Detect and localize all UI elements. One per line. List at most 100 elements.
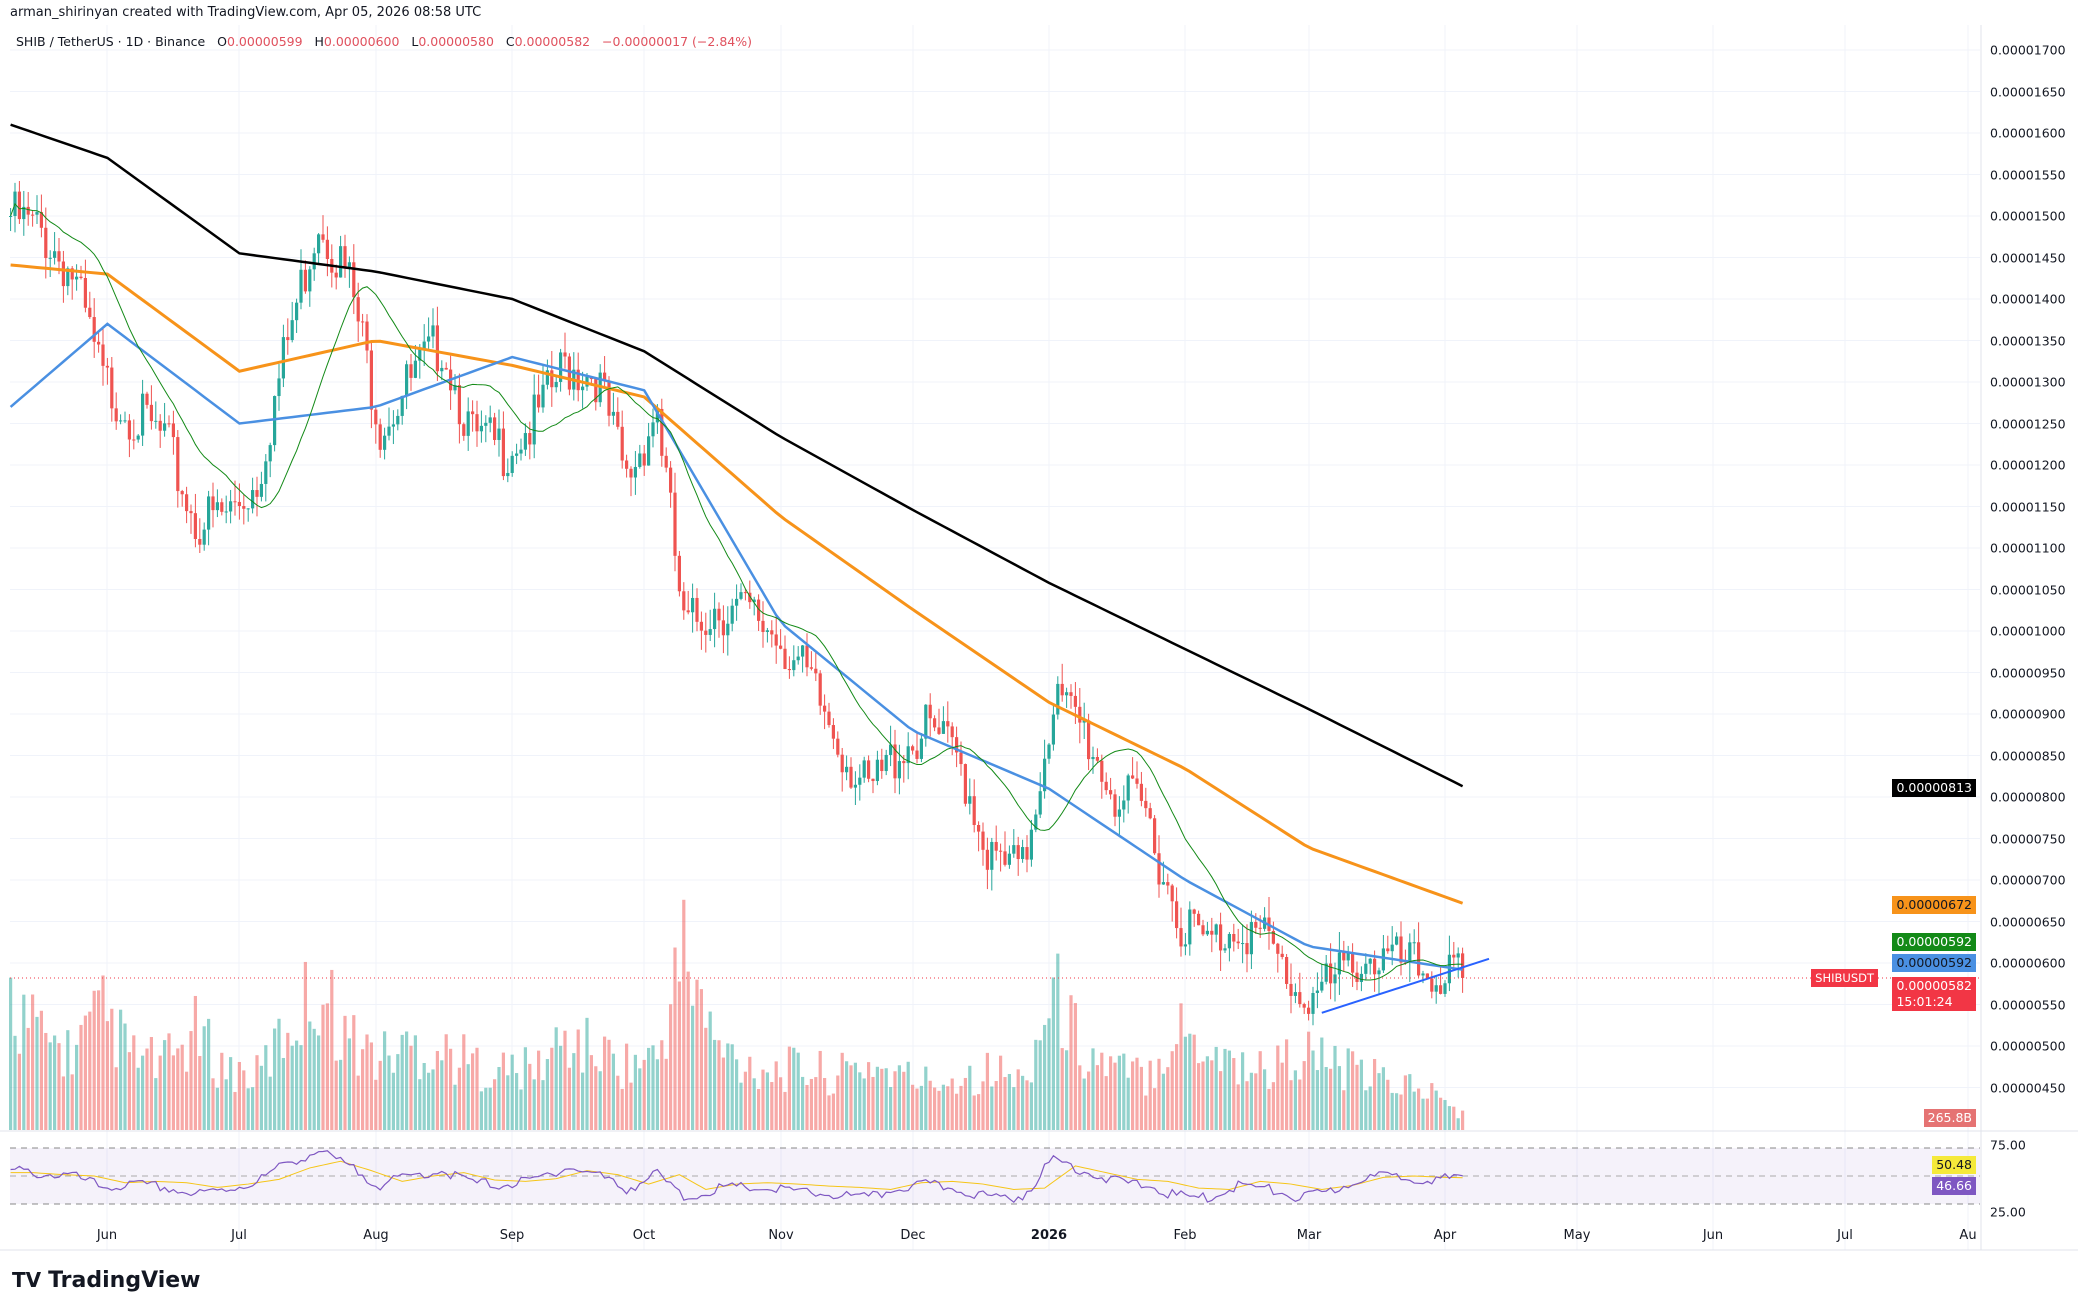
candle[interactable] — [158, 420, 162, 431]
candle[interactable] — [677, 555, 681, 592]
candle[interactable] — [1038, 791, 1042, 815]
candle[interactable] — [638, 453, 642, 467]
candle[interactable] — [1390, 944, 1394, 952]
candle[interactable] — [532, 394, 536, 445]
candle[interactable] — [818, 673, 822, 706]
candle[interactable] — [897, 761, 901, 779]
candle[interactable] — [17, 191, 21, 220]
candle[interactable] — [387, 426, 391, 436]
candle[interactable] — [647, 436, 651, 466]
candle[interactable] — [1175, 901, 1179, 929]
candle[interactable] — [1148, 808, 1152, 819]
candle[interactable] — [1025, 847, 1029, 860]
candle[interactable] — [431, 325, 435, 337]
candle[interactable] — [721, 620, 725, 636]
candle[interactable] — [413, 360, 417, 378]
candle[interactable] — [1139, 783, 1143, 801]
candle[interactable] — [1324, 963, 1328, 982]
candle[interactable] — [1412, 942, 1416, 944]
candle[interactable] — [83, 278, 87, 308]
candle[interactable] — [444, 367, 448, 370]
candle[interactable] — [1179, 928, 1183, 947]
candle[interactable] — [853, 784, 857, 788]
candle[interactable] — [1232, 934, 1236, 942]
candle[interactable] — [603, 372, 607, 381]
candle[interactable] — [1351, 952, 1355, 973]
candle[interactable] — [783, 648, 787, 670]
candle[interactable] — [1430, 978, 1434, 992]
candle[interactable] — [1298, 992, 1302, 1005]
candle[interactable] — [132, 439, 136, 441]
candle[interactable] — [871, 778, 875, 782]
candle[interactable] — [660, 408, 664, 456]
candle[interactable] — [946, 721, 950, 727]
candle[interactable] — [792, 660, 796, 671]
candle[interactable] — [466, 411, 470, 436]
candle[interactable] — [1161, 882, 1165, 885]
candle[interactable] — [295, 302, 299, 321]
symbol-name[interactable]: SHIB / TetherUS · 1D · Binance — [16, 34, 206, 49]
candle[interactable] — [880, 759, 884, 772]
candle[interactable] — [1285, 957, 1289, 984]
candle[interactable] — [493, 417, 497, 440]
candle[interactable] — [941, 721, 945, 734]
candle[interactable] — [1056, 683, 1060, 715]
candle[interactable] — [691, 597, 695, 613]
candle[interactable] — [906, 746, 910, 764]
candle[interactable] — [198, 538, 202, 545]
candle[interactable] — [563, 352, 567, 357]
candle[interactable] — [1144, 800, 1148, 809]
candle[interactable] — [44, 227, 48, 259]
candle[interactable] — [268, 445, 272, 462]
candle[interactable] — [735, 598, 739, 606]
candle[interactable] — [277, 378, 281, 397]
candle[interactable] — [515, 453, 519, 456]
candle[interactable] — [1135, 778, 1139, 784]
candle[interactable] — [625, 460, 629, 469]
candle[interactable] — [264, 461, 268, 484]
candle[interactable] — [308, 269, 312, 292]
candle[interactable] — [506, 472, 510, 477]
candle[interactable] — [1386, 948, 1390, 952]
candle[interactable] — [497, 428, 501, 440]
candle[interactable] — [994, 841, 998, 851]
candle[interactable] — [1329, 963, 1333, 984]
candle[interactable] — [418, 348, 422, 361]
candle[interactable] — [1399, 936, 1403, 963]
candle[interactable] — [189, 511, 193, 514]
candle[interactable] — [1078, 706, 1082, 723]
candle[interactable] — [145, 393, 149, 405]
candle[interactable] — [1456, 953, 1460, 958]
candle[interactable] — [325, 239, 329, 259]
candle[interactable] — [185, 494, 189, 512]
candle[interactable] — [9, 216, 13, 217]
candle[interactable] — [1069, 692, 1073, 696]
candle[interactable] — [1205, 930, 1209, 935]
candle[interactable] — [743, 592, 747, 594]
candle[interactable] — [110, 367, 114, 409]
candle[interactable] — [31, 214, 35, 216]
candle[interactable] — [462, 424, 466, 436]
candle[interactable] — [875, 759, 879, 782]
candle[interactable] — [1012, 845, 1016, 854]
candle[interactable] — [849, 766, 853, 788]
candle[interactable] — [633, 466, 637, 478]
candle[interactable] — [704, 630, 708, 635]
candle[interactable] — [224, 511, 228, 513]
candle[interactable] — [713, 608, 717, 630]
candle[interactable] — [79, 276, 83, 279]
candle[interactable] — [1236, 941, 1240, 944]
candle[interactable] — [1439, 985, 1443, 994]
candle[interactable] — [484, 422, 488, 426]
candle[interactable] — [1289, 983, 1293, 996]
candle[interactable] — [889, 744, 893, 755]
candle[interactable] — [1157, 853, 1161, 885]
candle[interactable] — [220, 502, 224, 512]
candle[interactable] — [1153, 818, 1157, 854]
candle[interactable] — [1210, 930, 1214, 935]
candle[interactable] — [1342, 952, 1346, 961]
candle[interactable] — [53, 251, 57, 258]
candle[interactable] — [594, 379, 598, 403]
ma100-line[interactable] — [10, 263, 1464, 905]
candle[interactable] — [251, 490, 255, 509]
